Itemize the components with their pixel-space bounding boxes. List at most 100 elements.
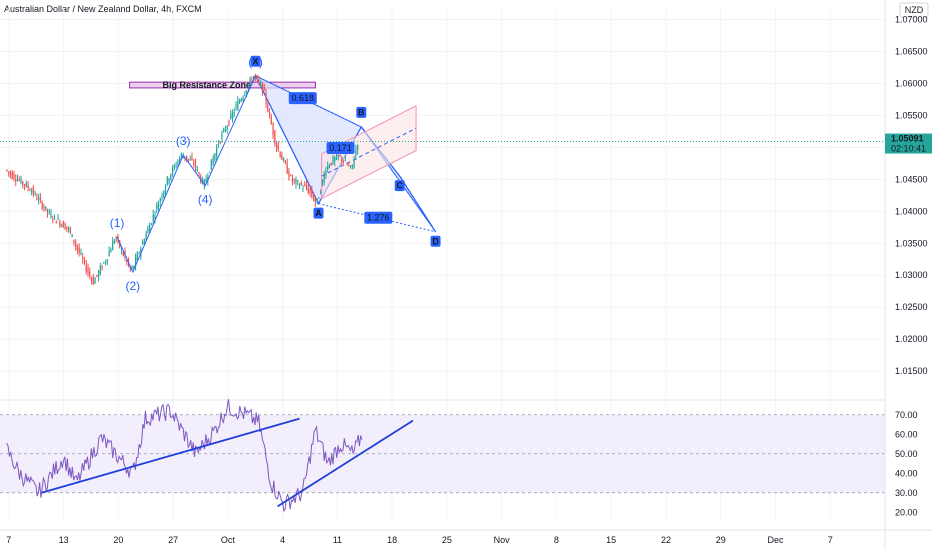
candle-body: [75, 241, 77, 247]
candle-body: [290, 175, 292, 177]
countdown: 02:10:41: [891, 144, 926, 154]
point-label-x: X: [253, 56, 259, 66]
rsi-y-tick: 30.00: [895, 488, 918, 498]
candle-body: [179, 158, 181, 164]
rsi-trendline: [41, 417, 300, 494]
y-tick: 1.01500: [895, 366, 928, 376]
candle-body: [129, 265, 131, 270]
x-tick: 15: [606, 535, 616, 545]
candle-body: [321, 179, 324, 185]
candle-body: [335, 153, 338, 160]
candle-body: [83, 260, 86, 262]
candle-body: [216, 147, 218, 157]
candle-body: [297, 180, 299, 182]
chart-title: Australian Dollar / New Zealand Dollar, …: [4, 4, 202, 14]
candle-body: [348, 165, 350, 167]
candle-body: [291, 178, 294, 182]
y-tick: 1.04500: [895, 174, 928, 184]
candle-body: [237, 100, 239, 111]
ratio-badge: [288, 92, 317, 105]
candle-body: [34, 192, 36, 194]
candle-body: [39, 196, 42, 200]
candle-body: [64, 224, 66, 230]
candle-body: [288, 171, 290, 178]
ratio-label: 0.171: [329, 143, 352, 153]
candle-body: [293, 178, 295, 181]
candle-body: [233, 111, 235, 114]
ratio-badge: [364, 211, 393, 224]
rsi-y-tick: 20.00: [895, 507, 918, 517]
candle-body: [50, 213, 52, 218]
candle-body: [302, 188, 304, 190]
y-tick: 1.02500: [895, 302, 928, 312]
candle-body: [304, 184, 306, 186]
candle-body: [226, 126, 228, 130]
candle-body: [223, 128, 225, 132]
x-tick: 20: [113, 535, 123, 545]
candle-body: [150, 223, 153, 225]
candle-body: [138, 252, 140, 254]
candle-body: [168, 178, 170, 184]
candle-body: [286, 162, 288, 174]
candle-body: [314, 198, 316, 203]
x-tick: Oct: [221, 535, 236, 545]
candle-body: [117, 235, 119, 240]
y-tick: 1.03500: [895, 238, 928, 248]
wave-label: (3): [176, 134, 191, 148]
candle-body: [320, 191, 322, 193]
candle-body: [274, 130, 276, 144]
ratio-label: 1.276: [367, 213, 390, 223]
candle-body: [99, 265, 101, 274]
candle-body: [219, 141, 221, 143]
candle-body: [275, 142, 278, 148]
candle-body: [353, 159, 355, 169]
rsi-band: [0, 414, 885, 493]
point-badge-c: [394, 180, 405, 192]
candle-body: [258, 80, 260, 82]
candle-body: [341, 156, 343, 162]
candle-body: [76, 244, 79, 250]
candle-body: [205, 179, 207, 183]
candle-body: [78, 247, 80, 253]
x-tick: 8: [554, 535, 559, 545]
candle-body: [142, 241, 144, 245]
candle-body: [307, 188, 309, 193]
candle-body: [182, 156, 184, 159]
candle-body: [23, 184, 26, 186]
candle-body: [161, 196, 163, 198]
candle-body: [261, 82, 264, 93]
candle-body: [173, 165, 175, 167]
candle-body: [20, 178, 22, 184]
point-label-c: C: [396, 181, 403, 191]
x-tick: 29: [716, 535, 726, 545]
candle-body: [152, 214, 154, 221]
candle-body: [133, 265, 135, 269]
candle-body: [355, 149, 357, 156]
candle-body: [334, 157, 336, 161]
candle-body: [260, 83, 262, 85]
y-tick: 1.05500: [895, 110, 928, 120]
candle-body: [194, 160, 197, 168]
candle-body: [59, 221, 61, 226]
candle-body: [147, 227, 149, 234]
candle-body: [267, 104, 269, 112]
candle-body: [253, 76, 255, 81]
ratio-label: 0.618: [291, 93, 314, 103]
candle-body: [53, 215, 56, 217]
candle-body: [27, 185, 29, 188]
price-axis-bg: [885, 0, 932, 550]
candle-body: [101, 266, 103, 269]
candle-body: [48, 211, 50, 213]
candle-body: [244, 94, 246, 96]
candle-body: [32, 187, 34, 195]
candle-body: [311, 189, 313, 197]
last-price: 1.05091: [891, 134, 924, 144]
candle-body: [29, 190, 31, 192]
candle-body: [332, 157, 334, 164]
candle-body: [279, 151, 281, 157]
candle-body: [97, 271, 100, 278]
point-badge-a: [313, 207, 324, 219]
candle-body: [156, 204, 158, 209]
candle-body: [235, 104, 237, 108]
